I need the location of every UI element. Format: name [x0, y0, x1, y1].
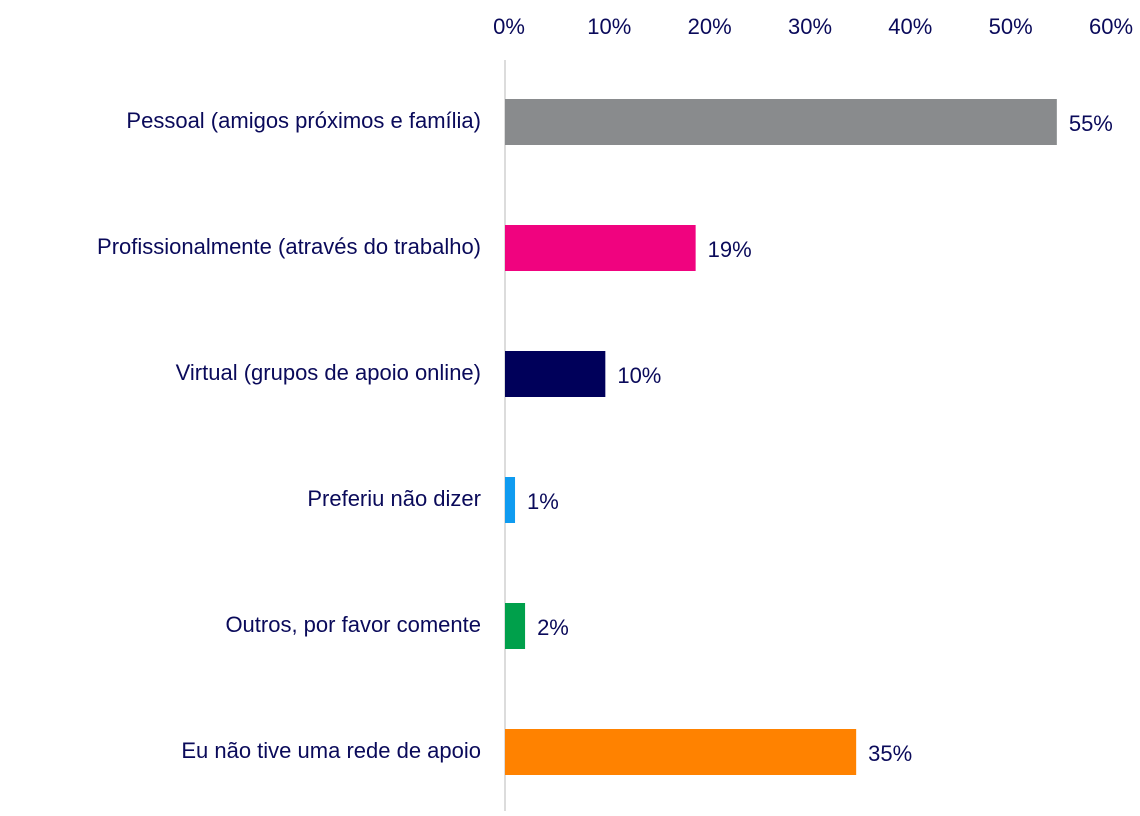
x-tick-label: 20%	[688, 14, 732, 39]
y-tick-label: Virtual (grupos de apoio online)	[176, 360, 481, 385]
data-label: 19%	[708, 237, 752, 262]
data-label: 35%	[868, 741, 912, 766]
bar	[505, 603, 526, 649]
y-tick-label: Pessoal (amigos próximos e família)	[126, 108, 481, 133]
y-tick-label: Outros, por favor comente	[225, 612, 481, 637]
bar	[505, 99, 1057, 145]
data-label: 2%	[537, 615, 569, 640]
bar	[505, 351, 606, 397]
data-label: 1%	[527, 489, 559, 514]
data-label: 55%	[1069, 111, 1113, 136]
x-tick-label: 40%	[888, 14, 932, 39]
x-tick-label: 0%	[493, 14, 525, 39]
y-tick-label: Preferiu não dizer	[307, 486, 481, 511]
y-tick-label: Eu não tive uma rede de apoio	[181, 738, 481, 763]
data-label: 10%	[617, 363, 661, 388]
bar	[505, 729, 857, 775]
x-tick-label: 50%	[989, 14, 1033, 39]
bar	[505, 225, 696, 271]
x-tick-label: 60%	[1089, 14, 1133, 39]
x-tick-label: 30%	[788, 14, 832, 39]
y-tick-label: Profissionalmente (através do trabalho)	[97, 234, 481, 259]
bar	[505, 477, 516, 523]
x-tick-label: 10%	[587, 14, 631, 39]
